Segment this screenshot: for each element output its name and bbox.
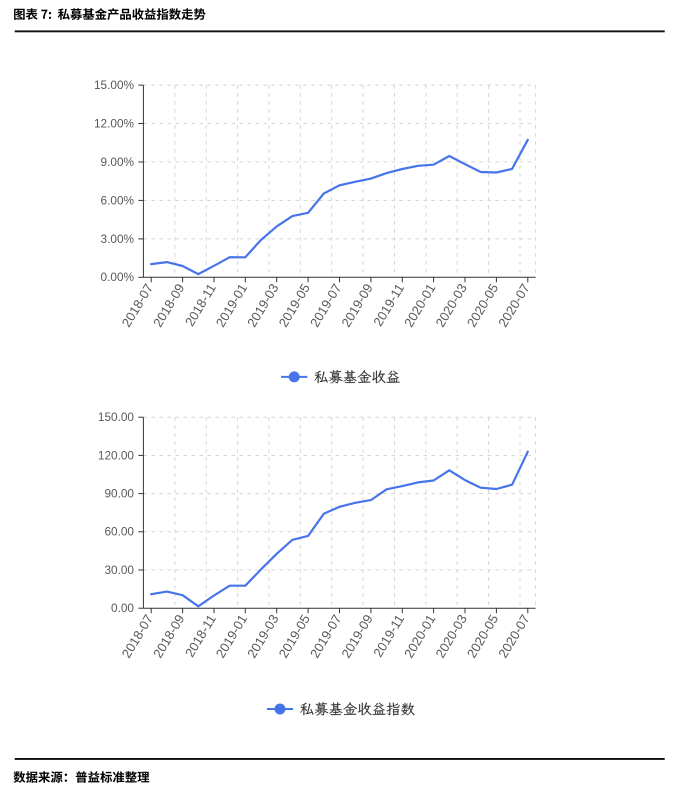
svg-text:150.00: 150.00	[98, 410, 135, 424]
svg-text:9.00%: 9.00%	[101, 155, 135, 169]
svg-text:120.00: 120.00	[98, 448, 135, 462]
svg-text:60.00: 60.00	[104, 525, 134, 539]
svg-text:30.00: 30.00	[104, 563, 134, 577]
svg-text:0.00%: 0.00%	[101, 270, 135, 284]
svg-text:15.00%: 15.00%	[94, 78, 135, 92]
svg-text:90.00: 90.00	[104, 487, 134, 501]
svg-text:0.00: 0.00	[111, 601, 134, 615]
svg-text:3.00%: 3.00%	[101, 232, 135, 246]
svg-text:12.00%: 12.00%	[94, 116, 135, 130]
svg-text:6.00%: 6.00%	[101, 193, 135, 207]
